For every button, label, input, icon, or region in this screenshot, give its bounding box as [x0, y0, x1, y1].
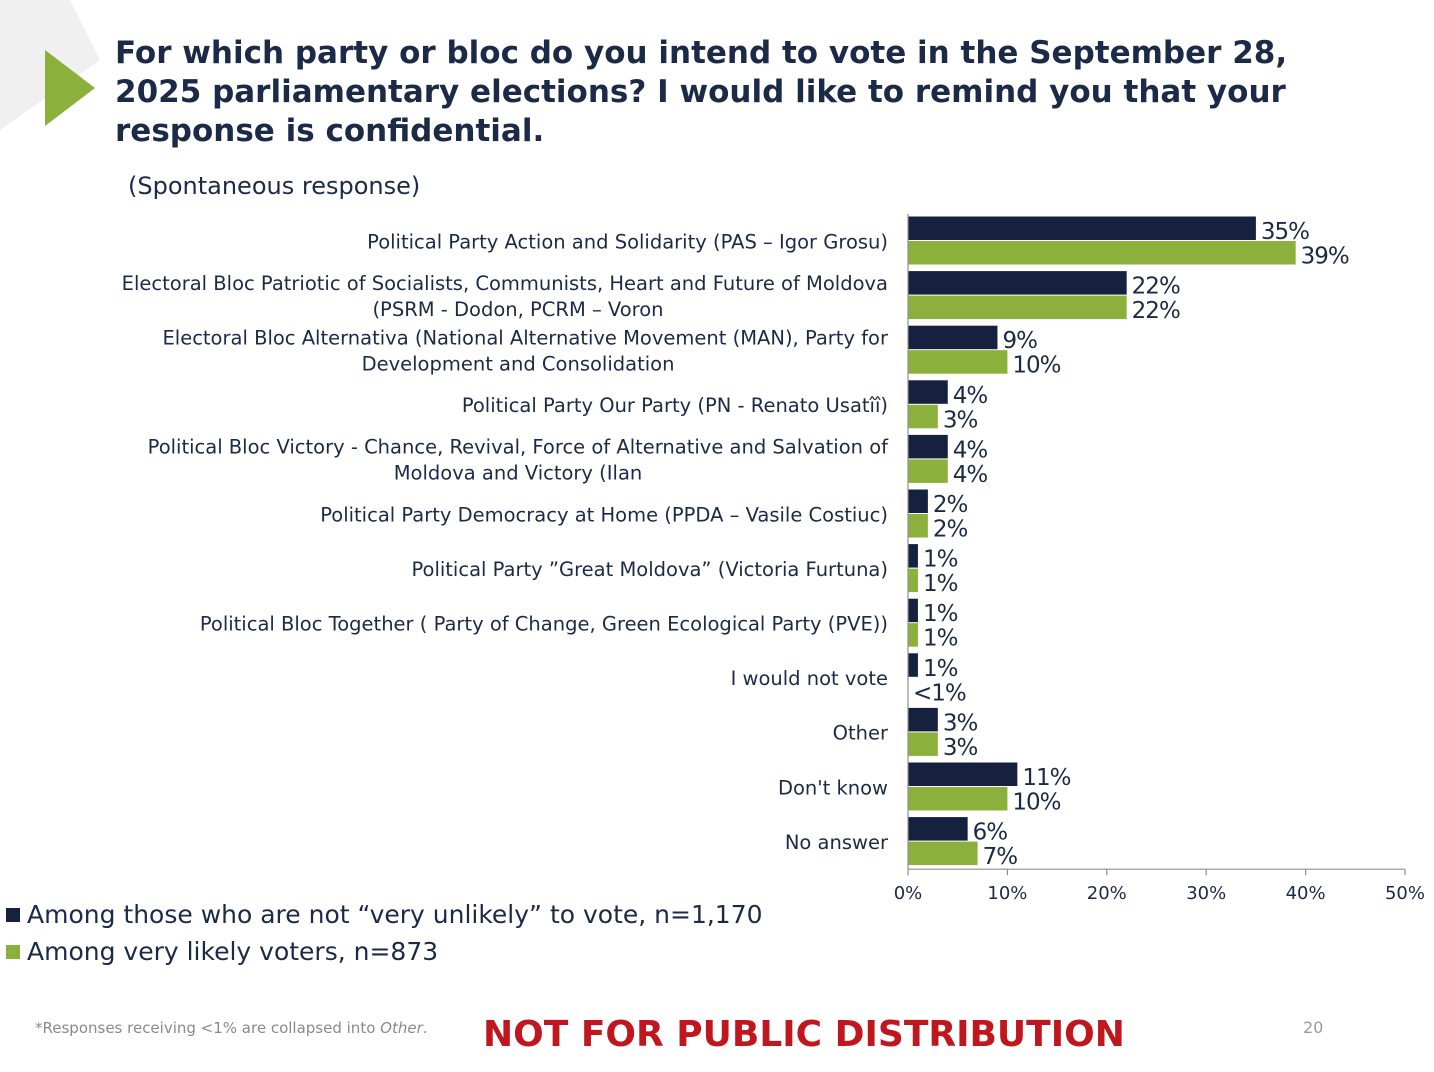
- data-label: 3%: [943, 407, 978, 433]
- data-label: 10%: [1012, 353, 1060, 379]
- bar: [908, 216, 1256, 240]
- data-label: 6%: [973, 820, 1008, 846]
- x-tick-label: 30%: [1186, 883, 1226, 904]
- category-label: Moldova and Victory (Ilan: [394, 462, 643, 485]
- bar: [908, 707, 938, 732]
- category-label: Don't know: [778, 776, 888, 799]
- data-label: 3%: [943, 710, 978, 736]
- bar: [908, 380, 948, 404]
- corner-decoration: [0, 0, 100, 130]
- data-label: 1%: [923, 601, 958, 627]
- data-label: 22%: [1132, 274, 1180, 300]
- data-label: 1%: [923, 547, 958, 573]
- data-label: 11%: [1022, 765, 1070, 791]
- category-label: Political Party Our Party (PN - Renato U…: [462, 394, 888, 417]
- data-label: 2%: [933, 517, 968, 543]
- bar-chart: Political Party Action and Solidarity (P…: [122, 214, 1425, 904]
- bar: [908, 459, 948, 483]
- category-label: Electoral Bloc Patriotic of Socialists, …: [122, 272, 888, 295]
- category-label: Electoral Bloc Alternativa (National Alt…: [162, 327, 889, 350]
- confidentiality-watermark: NOT FOR PUBLIC DISTRIBUTION: [483, 1014, 1125, 1055]
- bar: [908, 350, 1008, 374]
- footnote: *Responses receiving <1% are collapsed i…: [35, 1019, 428, 1037]
- category-label: Political Bloc Victory - Chance, Revival…: [148, 436, 890, 459]
- legend-label-series-1: Among those who are not “very unlikely” …: [27, 900, 763, 929]
- bar: [908, 653, 918, 677]
- bar: [908, 544, 918, 568]
- footnote-prefix: *Responses receiving <1% are collapsed i…: [35, 1019, 381, 1037]
- bar: [908, 295, 1127, 320]
- bar: [908, 514, 928, 538]
- data-label: 4%: [953, 462, 988, 488]
- bar: [908, 841, 978, 866]
- data-label: <1%: [913, 680, 966, 706]
- data-label: 39%: [1301, 244, 1349, 270]
- legend-swatch-series-1: [6, 907, 20, 922]
- bar: [908, 598, 918, 623]
- bar: [908, 762, 1018, 786]
- bar: [908, 404, 938, 429]
- bar: [908, 271, 1127, 295]
- x-tick-label: 0%: [894, 883, 923, 904]
- data-label: 35%: [1261, 219, 1309, 245]
- x-tick-label: 10%: [987, 883, 1027, 904]
- bar: [908, 568, 918, 593]
- data-label: 1%: [923, 571, 958, 597]
- bar: [908, 787, 1008, 811]
- legend-item-series-2: Among very likely voters, n=873: [6, 937, 438, 966]
- data-label: 4%: [953, 437, 988, 463]
- data-label: 3%: [943, 735, 978, 761]
- page-number: 20: [1303, 1018, 1324, 1037]
- x-tick-label: 50%: [1385, 883, 1425, 904]
- data-label: 22%: [1132, 298, 1180, 324]
- category-label: Political Party Action and Solidarity (P…: [367, 230, 888, 253]
- data-label: 7%: [983, 844, 1018, 870]
- bar: [908, 325, 998, 350]
- category-label: Political Party Democracy at Home (PPDA …: [320, 503, 888, 526]
- x-tick-label: 40%: [1286, 883, 1326, 904]
- category-label: Development and Consolidation: [362, 353, 675, 376]
- legend-label-series-2: Among very likely voters, n=873: [27, 937, 439, 966]
- bar: [908, 732, 938, 756]
- data-label: 10%: [1012, 790, 1060, 816]
- slide-title: For which party or bloc do you intend to…: [115, 35, 1288, 149]
- bar: [908, 489, 928, 513]
- category-label: Political Party ”Great Moldova” (Victori…: [411, 558, 888, 581]
- bar: [908, 434, 948, 459]
- data-label: 9%: [1002, 328, 1037, 354]
- slide-subtitle: (Spontaneous response): [128, 172, 421, 200]
- x-tick-label: 20%: [1087, 883, 1127, 904]
- category-label: No answer: [785, 831, 889, 854]
- bar: [908, 241, 1296, 265]
- legend-item-series-1: Among those who are not “very unlikely” …: [6, 900, 763, 929]
- data-label: 1%: [923, 656, 958, 682]
- footnote-italic: Other: [380, 1019, 423, 1037]
- footnote-suffix: .: [422, 1019, 428, 1037]
- data-label: 1%: [923, 626, 958, 652]
- category-label: (PSRM - Dodon, PCRM – Voron: [372, 298, 663, 321]
- bar: [908, 623, 918, 647]
- data-label: 4%: [953, 383, 988, 409]
- category-label: I would not vote: [731, 667, 888, 690]
- data-label: 2%: [933, 492, 968, 518]
- bar: [908, 817, 968, 841]
- green-triangle-icon: [45, 50, 95, 126]
- legend-swatch-series-2: [6, 944, 20, 959]
- category-label: Other: [833, 722, 889, 745]
- category-label: Political Bloc Together ( Party of Chang…: [200, 613, 888, 636]
